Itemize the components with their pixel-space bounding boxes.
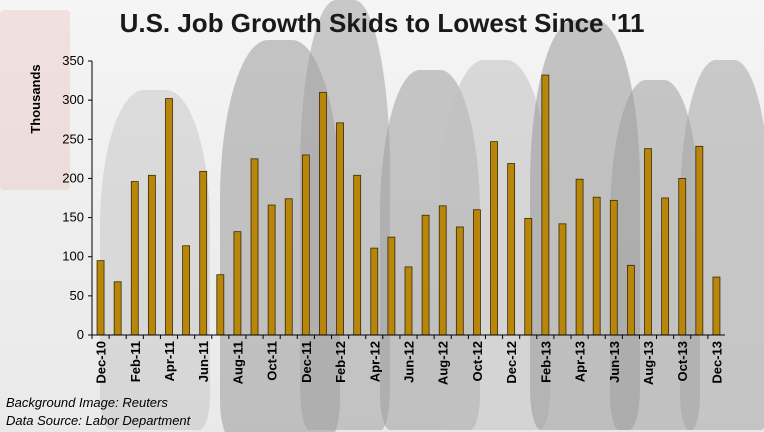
bar-Jan-11 xyxy=(113,281,122,336)
bar-Dec-12 xyxy=(507,163,516,336)
bar-Jul-13 xyxy=(627,264,635,336)
x-tick-label: Jun-12 xyxy=(402,341,417,383)
y-axis-label: Thousands xyxy=(28,64,43,133)
bar-Aug-13 xyxy=(644,148,652,336)
y-axis: 0 50 100 150 200 250 300 350 xyxy=(62,53,93,342)
bar-Sep-11 xyxy=(250,158,259,336)
y-tick-label: 350 xyxy=(62,53,84,68)
bar-Nov-13 xyxy=(695,145,704,336)
x-tick-label: Jun-13 xyxy=(607,341,622,383)
bar-Mar-12 xyxy=(353,174,362,336)
bar-Feb-13 xyxy=(541,74,550,336)
x-tick-label: Dec-13 xyxy=(709,341,724,384)
bar-Dec-13 xyxy=(712,276,721,336)
x-tick-label: Dec-11 xyxy=(299,341,314,383)
bar-Mar-11 xyxy=(147,174,156,336)
bar-Jan-12 xyxy=(319,91,327,336)
bar-Feb-12 xyxy=(336,122,344,336)
bar-Aug-12 xyxy=(438,205,447,336)
data-source-note: Data Source: Labor Department xyxy=(6,413,191,428)
x-tick-label: Oct-12 xyxy=(470,341,485,381)
bar-Nov-12 xyxy=(490,141,498,336)
y-tick-label: 100 xyxy=(62,249,84,264)
bar-Jun-13 xyxy=(609,199,618,336)
x-tick-label: Feb-11 xyxy=(128,341,143,382)
bar-Aug-11 xyxy=(233,231,242,336)
x-axis: Dec-10 Feb-11 Apr-11 Jun-11 Aug-11 Oct-11 Dec-… xyxy=(91,334,725,385)
bar-Oct-13 xyxy=(678,178,687,336)
x-tick-label: Apr-13 xyxy=(573,341,588,382)
bar-Dec-10 xyxy=(96,260,105,336)
y-tick-label: 150 xyxy=(62,210,84,225)
y-tick-label: 50 xyxy=(70,288,84,303)
chart-title: U.S. Job Growth Skids to Lowest Since '1… xyxy=(120,8,645,38)
bar-Jul-12 xyxy=(421,214,430,336)
y-tick-label: 200 xyxy=(62,170,84,185)
x-tick-label: Aug-12 xyxy=(436,341,451,385)
bar-Mar-13 xyxy=(558,223,567,336)
y-tick-label: 0 xyxy=(77,327,84,342)
bar-Sep-12 xyxy=(455,226,464,336)
bar-Sep-13 xyxy=(661,197,670,336)
x-tick-label: Aug-13 xyxy=(641,341,656,385)
x-tick-label: Oct-13 xyxy=(675,341,690,381)
y-tick-label: 300 xyxy=(62,92,84,107)
x-tick-label: Apr-11 xyxy=(162,341,177,381)
bar-Apr-13 xyxy=(575,178,584,336)
bar-Jan-13 xyxy=(524,217,533,336)
bar-Feb-11 xyxy=(130,181,139,336)
bar-May-12 xyxy=(387,236,396,336)
x-tick-label: Dec-10 xyxy=(94,341,109,384)
x-tick-label: Dec-12 xyxy=(504,341,519,384)
bar-Oct-12 xyxy=(473,209,481,336)
x-tick-label: Jun-11 xyxy=(196,341,211,382)
bar-Jul-11 xyxy=(216,274,225,336)
bar-Apr-11 xyxy=(165,98,173,336)
x-tick-label: Feb-13 xyxy=(538,341,553,383)
y-tick-label: 250 xyxy=(62,131,84,146)
bar-Oct-11 xyxy=(267,204,276,336)
background-credit: Background Image: Reuters xyxy=(6,395,168,410)
x-tick-label: Aug-11 xyxy=(230,341,245,384)
bar-May-11 xyxy=(182,245,190,336)
bar-Jun-11 xyxy=(199,170,208,336)
bar-Dec-11 xyxy=(301,154,310,336)
x-tick-label: Oct-11 xyxy=(265,341,280,381)
x-tick-label: Apr-12 xyxy=(367,341,382,382)
bar-Apr-12 xyxy=(370,247,379,336)
bar-Jun-12 xyxy=(404,266,413,336)
bar-Nov-11 xyxy=(284,198,293,336)
bar-May-13 xyxy=(592,196,601,336)
x-tick-label: Feb-12 xyxy=(333,341,348,383)
bars-group xyxy=(96,74,721,336)
